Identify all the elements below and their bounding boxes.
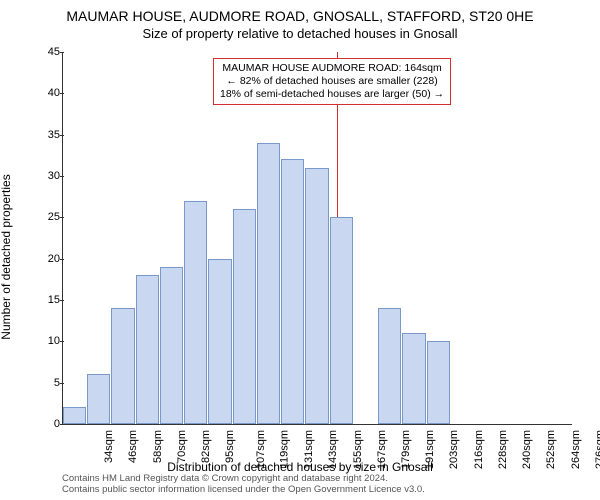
bar: [305, 168, 328, 424]
bar: [184, 201, 207, 424]
x-tick-label: 82sqm: [200, 430, 212, 463]
y-tick-label: 25: [40, 211, 60, 223]
x-tick-label: 95sqm: [224, 430, 236, 463]
y-tick-label: 20: [40, 253, 60, 265]
y-axis-label: Number of detached properties: [0, 174, 13, 339]
x-axis-label: Distribution of detached houses by size …: [0, 460, 600, 474]
bar: [63, 407, 86, 424]
plot-area: MAUMAR HOUSE AUDMORE ROAD: 164sqm ← 82% …: [62, 52, 572, 425]
x-tick-label: 70sqm: [176, 430, 188, 463]
x-tick-label: 58sqm: [152, 430, 164, 463]
footer-text: Contains HM Land Registry data © Crown c…: [62, 474, 425, 496]
y-tick-label: 35: [40, 129, 60, 141]
chart-subtitle: Size of property relative to detached ho…: [0, 24, 600, 41]
annotation-box: MAUMAR HOUSE AUDMORE ROAD: 164sqm ← 82% …: [213, 58, 451, 105]
bar: [87, 374, 110, 424]
bar: [402, 333, 425, 424]
y-tick-mark: [60, 383, 64, 384]
footer-line-2: Contains public sector information licen…: [62, 485, 425, 496]
y-tick-label: 40: [40, 87, 60, 99]
y-tick-label: 0: [40, 418, 60, 430]
bar: [378, 308, 401, 424]
y-tick-mark: [60, 341, 64, 342]
annotation-line-3: 18% of semi-detached houses are larger (…: [220, 88, 444, 101]
y-tick-label: 5: [40, 377, 60, 389]
bar: [330, 217, 353, 424]
bar: [233, 209, 256, 424]
y-tick-mark: [60, 259, 64, 260]
bar: [136, 275, 159, 424]
bar: [160, 267, 183, 424]
chart-title: MAUMAR HOUSE, AUDMORE ROAD, GNOSALL, STA…: [0, 0, 600, 24]
bar: [281, 159, 304, 424]
y-tick-mark: [60, 217, 64, 218]
y-tick-mark: [60, 300, 64, 301]
y-tick-label: 45: [40, 46, 60, 58]
x-tick-label: 34sqm: [103, 430, 115, 463]
y-tick-mark: [60, 135, 64, 136]
y-tick-label: 10: [40, 335, 60, 347]
bar: [111, 308, 134, 424]
annotation-line-2: ← 82% of detached houses are smaller (22…: [220, 75, 444, 88]
chart-container: MAUMAR HOUSE, AUDMORE ROAD, GNOSALL, STA…: [0, 0, 600, 500]
bar: [427, 341, 450, 424]
annotation-line-1: MAUMAR HOUSE AUDMORE ROAD: 164sqm: [220, 62, 444, 75]
x-tick-label: 46sqm: [127, 430, 139, 463]
y-tick-label: 15: [40, 294, 60, 306]
y-tick-label: 30: [40, 170, 60, 182]
y-tick-mark: [60, 176, 64, 177]
y-tick-mark: [60, 424, 64, 425]
bar: [208, 259, 231, 424]
bar: [257, 143, 280, 424]
y-tick-mark: [60, 93, 64, 94]
y-tick-mark: [60, 52, 64, 53]
